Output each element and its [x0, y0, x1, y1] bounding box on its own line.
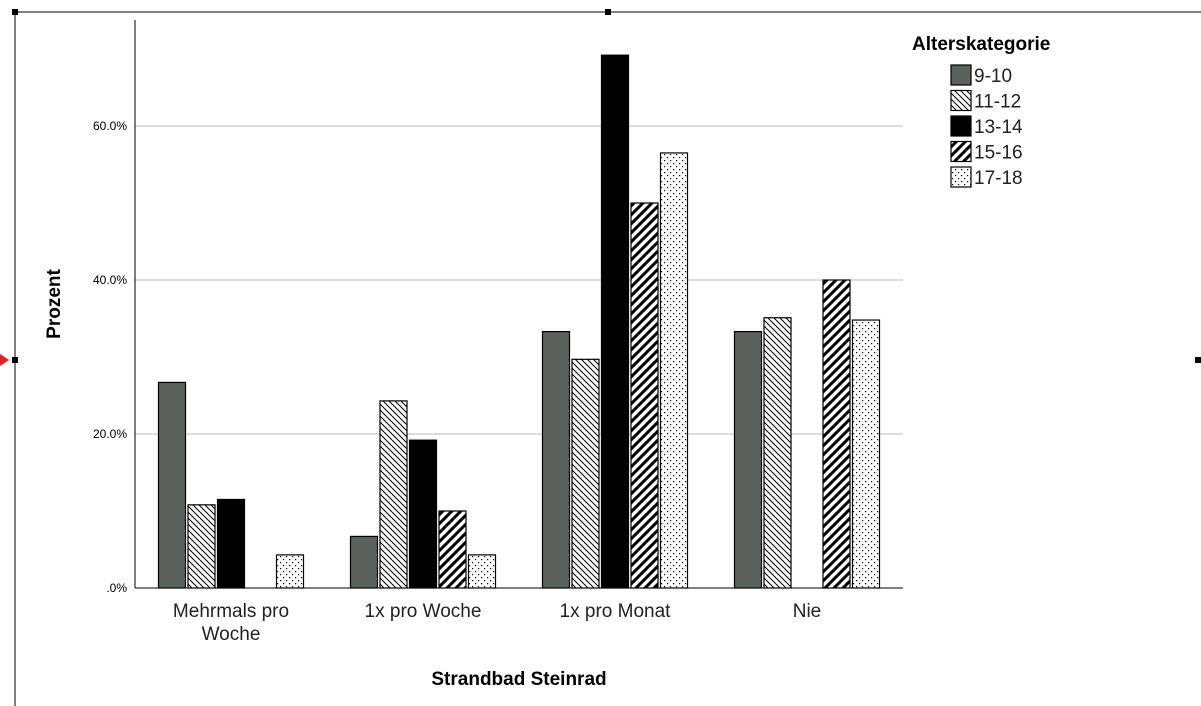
bar-13-14-2 [600, 54, 630, 589]
bar-15-16-3 [822, 279, 851, 589]
x-axis-title: Strandbad Steinrad [431, 669, 606, 690]
x-category-label: 1x pro Monat [560, 601, 672, 622]
bar-9-10-3 [733, 330, 763, 589]
x-category-label: Mehrmals pro Woche [173, 601, 289, 645]
legend-swatch [950, 166, 972, 188]
bar-9-10-1 [349, 535, 379, 589]
bar-17-18-0 [275, 554, 305, 589]
resize-handle-top-center[interactable] [605, 9, 611, 15]
legend-label: 9-10 [974, 66, 1012, 87]
legend-swatch [950, 115, 972, 137]
bar-17-18-1 [467, 554, 497, 589]
bar-11-12-0 [187, 504, 216, 589]
legend-swatch [950, 140, 972, 163]
resize-handle-left-center[interactable] [12, 357, 18, 363]
bar-11-12-2 [571, 358, 600, 589]
y-axis-title: Prozent [44, 268, 65, 338]
y-tick-label: 60.0% [93, 119, 127, 133]
x-category-label: Nie [793, 601, 822, 622]
bar-9-10-2 [541, 330, 571, 589]
bar-11-12-1 [379, 400, 408, 589]
legend-label: 15-16 [974, 143, 1023, 164]
legend-title: Alterskategorie [912, 34, 1050, 55]
bar-9-10-0 [157, 381, 187, 589]
bar-13-14-0 [216, 498, 246, 589]
y-tick-labels: .0% 20.0% 40.0% 60.0% [93, 119, 127, 595]
legend: Alterskategorie 9-10 11-12 13-14 15-16 17-18 [912, 34, 1050, 189]
x-category-label: 1x pro Woche [365, 601, 482, 622]
bars [157, 54, 881, 589]
resize-handle-top-left[interactable] [12, 9, 18, 15]
legend-swatch [950, 89, 972, 112]
legend-label: 11-12 [974, 92, 1021, 113]
bar-17-18-3 [851, 319, 881, 589]
bar-15-16-1 [438, 510, 467, 589]
legend-label: 13-14 [974, 117, 1023, 138]
resize-handle-right-center[interactable] [1195, 357, 1201, 363]
bar-15-16-2 [630, 202, 659, 589]
legend-swatch [950, 64, 972, 86]
bar-11-12-3 [763, 317, 792, 589]
y-tick-label: 20.0% [93, 427, 127, 441]
legend-label: 17-18 [974, 168, 1023, 189]
red-marker-icon [0, 354, 9, 366]
y-tick-label: .0% [106, 581, 127, 595]
bar-17-18-2 [659, 152, 689, 589]
y-tick-label: 40.0% [93, 273, 127, 287]
category-labels: Mehrmals pro Woche 1x pro Woche 1x pro Mona… [173, 601, 821, 645]
bar-13-14-1 [408, 439, 438, 589]
